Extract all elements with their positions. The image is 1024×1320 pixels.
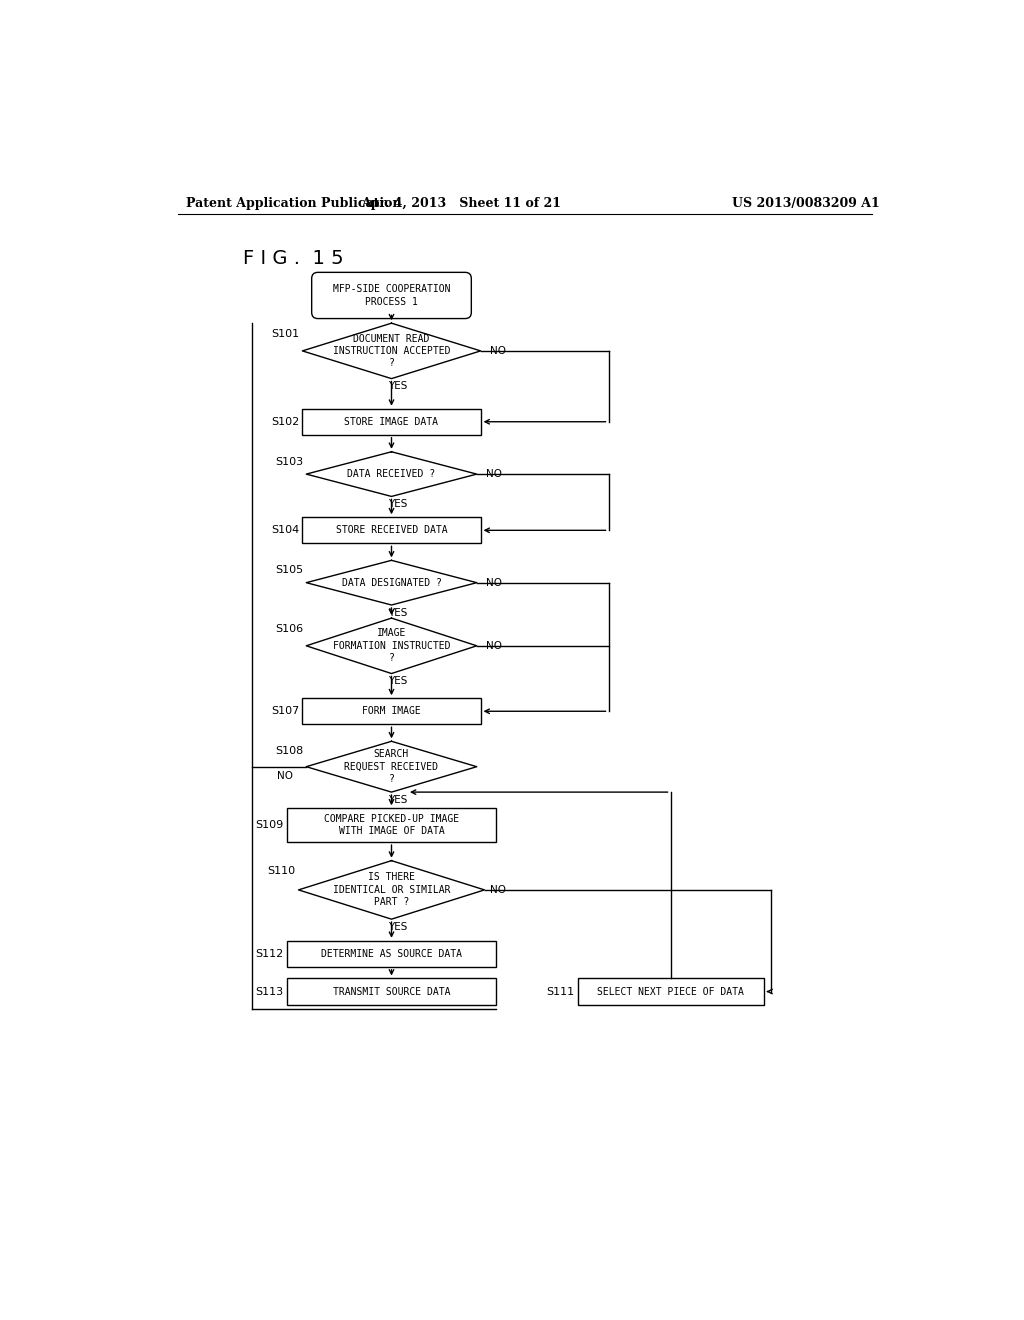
Text: DOCUMENT READ
INSTRUCTION ACCEPTED
?: DOCUMENT READ INSTRUCTION ACCEPTED ? xyxy=(333,334,451,368)
Text: S113: S113 xyxy=(256,986,284,997)
Text: TRANSMIT SOURCE DATA: TRANSMIT SOURCE DATA xyxy=(333,986,451,997)
Text: IS THERE
IDENTICAL OR SIMILAR
PART ?: IS THERE IDENTICAL OR SIMILAR PART ? xyxy=(333,873,451,907)
Text: DATA RECEIVED ?: DATA RECEIVED ? xyxy=(347,469,435,479)
Text: MFP-SIDE COOPERATION
PROCESS 1: MFP-SIDE COOPERATION PROCESS 1 xyxy=(333,284,451,306)
Text: NO: NO xyxy=(276,771,293,781)
Text: S102: S102 xyxy=(271,417,299,426)
Text: S111: S111 xyxy=(546,986,574,997)
Text: STORE RECEIVED DATA: STORE RECEIVED DATA xyxy=(336,525,447,536)
Text: S106: S106 xyxy=(275,624,303,634)
Text: Apr. 4, 2013   Sheet 11 of 21: Apr. 4, 2013 Sheet 11 of 21 xyxy=(361,197,561,210)
Text: STORE IMAGE DATA: STORE IMAGE DATA xyxy=(344,417,438,426)
Bar xyxy=(578,978,764,1005)
Bar xyxy=(302,698,480,725)
Text: YES: YES xyxy=(388,676,408,686)
Text: YES: YES xyxy=(388,921,408,932)
Text: YES: YES xyxy=(388,607,408,618)
Text: COMPARE PICKED-UP IMAGE
WITH IMAGE OF DATA: COMPARE PICKED-UP IMAGE WITH IMAGE OF DA… xyxy=(324,814,459,837)
Text: S112: S112 xyxy=(256,949,284,958)
Text: S105: S105 xyxy=(275,565,303,576)
Text: F I G .  1 5: F I G . 1 5 xyxy=(243,249,343,268)
Text: SELECT NEXT PIECE OF DATA: SELECT NEXT PIECE OF DATA xyxy=(597,986,744,997)
Text: NO: NO xyxy=(485,469,502,479)
Bar xyxy=(287,941,496,966)
Text: DETERMINE AS SOURCE DATA: DETERMINE AS SOURCE DATA xyxy=(321,949,462,958)
Text: FORM IMAGE: FORM IMAGE xyxy=(362,706,421,717)
Text: YES: YES xyxy=(388,795,408,805)
Text: YES: YES xyxy=(388,499,408,510)
Text: S101: S101 xyxy=(271,329,299,339)
Text: NO: NO xyxy=(489,346,506,356)
Bar xyxy=(302,517,480,544)
Text: SEARCH
REQUEST RECEIVED
?: SEARCH REQUEST RECEIVED ? xyxy=(344,750,438,784)
Text: S104: S104 xyxy=(271,525,299,536)
Text: DATA DESIGNATED ?: DATA DESIGNATED ? xyxy=(342,578,441,587)
Bar xyxy=(302,409,480,434)
Text: YES: YES xyxy=(388,381,408,391)
Bar xyxy=(287,978,496,1005)
Text: NO: NO xyxy=(485,578,502,587)
Text: NO: NO xyxy=(485,640,502,651)
Text: S110: S110 xyxy=(267,866,295,876)
Text: Patent Application Publication: Patent Application Publication xyxy=(186,197,401,210)
Text: S103: S103 xyxy=(275,457,303,467)
Text: S109: S109 xyxy=(256,820,284,830)
Bar xyxy=(287,808,496,842)
Text: IMAGE
FORMATION INSTRUCTED
?: IMAGE FORMATION INSTRUCTED ? xyxy=(333,628,451,663)
Text: US 2013/0083209 A1: US 2013/0083209 A1 xyxy=(732,197,881,210)
Text: S108: S108 xyxy=(274,746,303,756)
Text: S107: S107 xyxy=(271,706,299,717)
Text: NO: NO xyxy=(490,884,507,895)
